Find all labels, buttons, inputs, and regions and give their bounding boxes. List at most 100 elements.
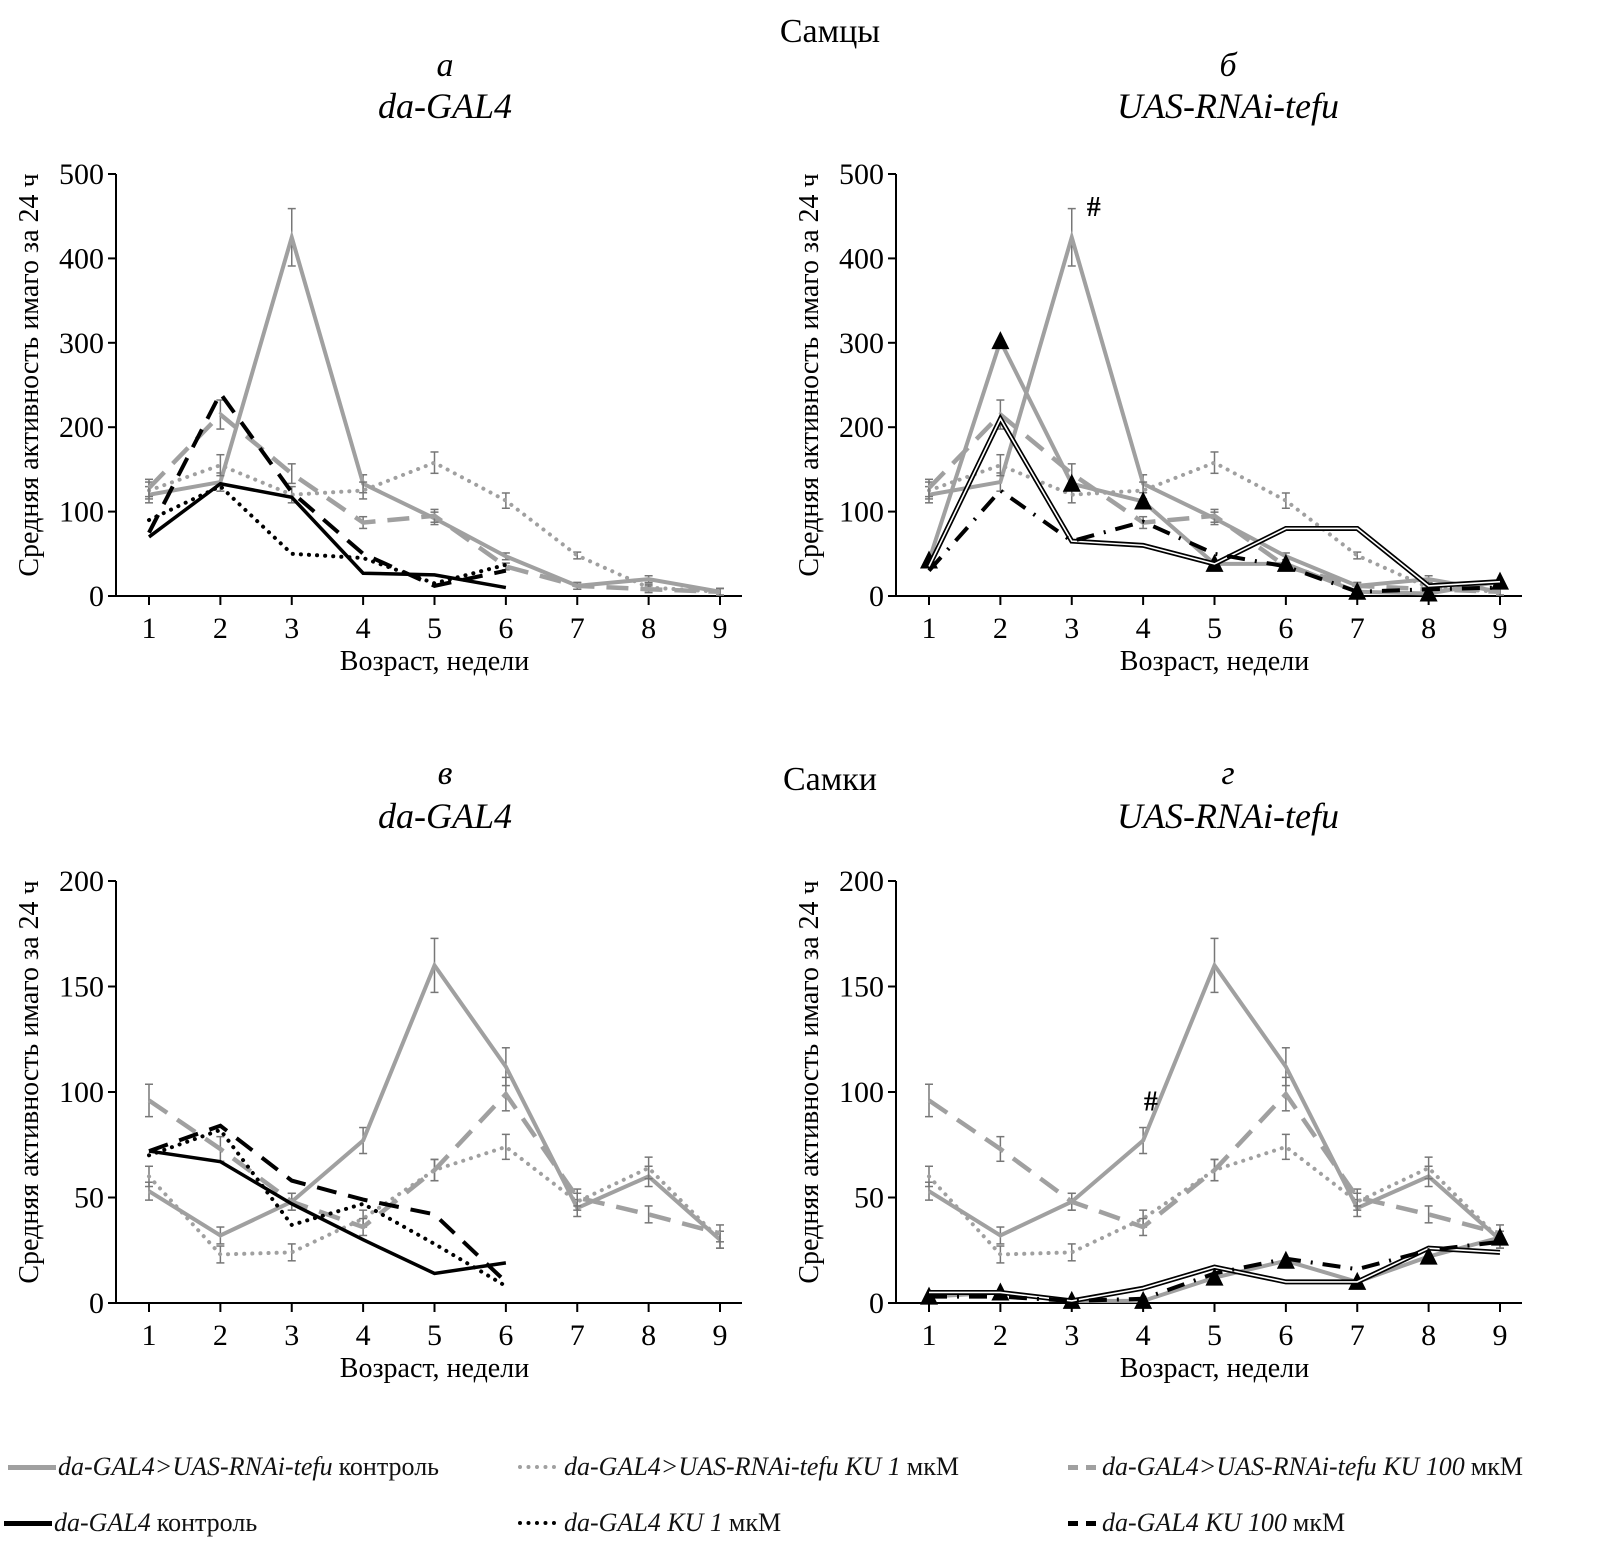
y-tick-label: 150 xyxy=(59,971,104,1004)
x-tick-label: 5 xyxy=(427,1319,442,1352)
series-line xyxy=(148,1123,508,1284)
y-axis-label: Средняя активность имаго за 24 ч xyxy=(794,173,825,576)
series-line xyxy=(927,487,1501,594)
series-gray-dotted xyxy=(145,451,724,596)
y-tick-label: 150 xyxy=(839,971,884,1004)
y-axis-label: Средняя активность имаго за 24 ч xyxy=(794,880,825,1283)
series-line xyxy=(147,1144,722,1257)
y-tick-label: 300 xyxy=(839,327,884,360)
series-line xyxy=(148,1149,507,1276)
y-tick-label: 300 xyxy=(59,327,104,360)
x-tick-label: 8 xyxy=(641,1319,656,1352)
legend-unit: мкМ xyxy=(728,1508,782,1537)
legend-swatch-gray-dotted xyxy=(518,1465,556,1469)
data-point-triangle xyxy=(1491,571,1509,590)
significance-marker: # xyxy=(1087,192,1101,223)
legend-label: da-GAL4 KU 1 xyxy=(564,1508,723,1537)
x-tick-label: 9 xyxy=(1493,1319,1508,1352)
series-black-dotted xyxy=(147,1127,508,1289)
significance-marker: # xyxy=(1144,1087,1158,1118)
panel-letter: в xyxy=(438,755,453,792)
x-axis-label: Возраст, недели xyxy=(340,646,529,677)
y-axis-label: Средняя активность имаго за 24 ч xyxy=(14,173,45,576)
legend-item-gal4-ku1: da-GAL4 KU 1 мкМ xyxy=(518,1508,781,1538)
y-tick-label: 0 xyxy=(869,1287,884,1320)
x-tick-label: 2 xyxy=(993,1319,1008,1352)
x-tick-label: 6 xyxy=(1278,612,1293,645)
x-tick-label: 5 xyxy=(427,612,442,645)
y-tick-label: 200 xyxy=(839,411,884,444)
x-tick-label: 1 xyxy=(922,1319,937,1352)
y-tick-label: 0 xyxy=(89,580,104,613)
legend-unit: контроль xyxy=(156,1508,258,1537)
x-tick-label: 9 xyxy=(1493,612,1508,645)
series-line xyxy=(927,961,1502,1242)
y-tick-label: 100 xyxy=(59,496,104,529)
y-tick-label: 400 xyxy=(59,242,104,275)
y-tick-label: 0 xyxy=(869,580,884,613)
series-line xyxy=(147,389,507,588)
legend-unit: контроль xyxy=(338,1452,440,1481)
x-tick-label: 6 xyxy=(498,1319,513,1352)
x-tick-label: 6 xyxy=(498,612,513,645)
x-tick-label: 3 xyxy=(284,612,299,645)
series-black-dashdot xyxy=(927,487,1501,594)
y-tick-label: 200 xyxy=(839,865,884,898)
legend-swatch-gray-solid xyxy=(8,1464,56,1470)
panel-title: da-GAL4 xyxy=(378,86,512,126)
series-gray-dashed xyxy=(145,399,724,596)
legend-unit: мкМ xyxy=(1292,1508,1346,1537)
y-tick-label: 100 xyxy=(839,496,884,529)
series-gray-dashed xyxy=(925,1076,1504,1243)
x-axis-label: Возраст, недели xyxy=(1120,646,1309,677)
data-point-triangle xyxy=(1419,1246,1438,1265)
legend-swatch-black-solid xyxy=(4,1520,52,1526)
section-title-males: Самцы xyxy=(780,13,880,50)
x-axis-label: Возраст, недели xyxy=(1120,1353,1309,1384)
legend-label: da-GAL4>UAS-RNAi-tefu KU 100 xyxy=(1102,1452,1465,1481)
x-tick-label: 8 xyxy=(1421,612,1436,645)
legend-swatch-gray-dashed xyxy=(1068,1464,1096,1470)
x-tick-label: 7 xyxy=(1350,1319,1365,1352)
x-tick-label: 1 xyxy=(142,1319,157,1352)
panel-title: da-GAL4 xyxy=(378,796,512,836)
x-tick-label: 7 xyxy=(570,612,585,645)
x-tick-label: 5 xyxy=(1207,612,1222,645)
data-point-triangle xyxy=(1134,491,1153,510)
x-axis-label: Возраст, недели xyxy=(340,1353,529,1384)
y-tick-label: 500 xyxy=(839,158,884,191)
data-point-triangle xyxy=(1205,1267,1224,1286)
x-tick-label: 3 xyxy=(1064,612,1079,645)
series-line xyxy=(147,483,508,586)
x-tick-label: 5 xyxy=(1207,1319,1222,1352)
series-gray-solid xyxy=(145,207,724,596)
x-tick-label: 8 xyxy=(1421,1319,1436,1352)
panel-title: UAS-RNAi-tefu xyxy=(1117,796,1339,836)
legend-label: da-GAL4>UAS-RNAi-tefu xyxy=(58,1452,333,1481)
x-tick-label: 1 xyxy=(142,612,157,645)
x-tick-label: 7 xyxy=(570,1319,585,1352)
series-gray-dotted xyxy=(925,1133,1504,1264)
legend-item-rnai-ku100: da-GAL4>UAS-RNAi-tefu KU 100 мкМ xyxy=(1068,1452,1523,1482)
y-tick-label: 400 xyxy=(839,242,884,275)
x-tick-label: 8 xyxy=(641,612,656,645)
legend-item-rnai-control: da-GAL4>UAS-RNAi-tefu контроль xyxy=(8,1452,439,1482)
legend-swatch-black-dotted xyxy=(518,1521,556,1525)
data-point-triangle xyxy=(1062,473,1081,492)
series-gray-solid xyxy=(925,937,1504,1249)
y-tick-label: 100 xyxy=(839,1076,884,1109)
y-tick-label: 500 xyxy=(59,158,104,191)
y-tick-label: 200 xyxy=(59,411,104,444)
series-black-dashdot xyxy=(928,1239,1501,1303)
legend-label: da-GAL4 xyxy=(54,1508,151,1537)
series-line xyxy=(928,230,1501,594)
panel-title: UAS-RNAi-tefu xyxy=(1117,86,1339,126)
legend-unit: мкМ xyxy=(1470,1452,1523,1481)
panel-letter: a xyxy=(437,47,454,84)
x-tick-label: 3 xyxy=(284,1319,299,1352)
y-tick-label: 50 xyxy=(854,1182,884,1215)
legend-item-rnai-ku1: da-GAL4>UAS-RNAi-tefu KU 1 мкМ xyxy=(518,1452,959,1482)
y-tick-label: 50 xyxy=(74,1182,104,1215)
panel-letter: б xyxy=(1219,47,1238,84)
